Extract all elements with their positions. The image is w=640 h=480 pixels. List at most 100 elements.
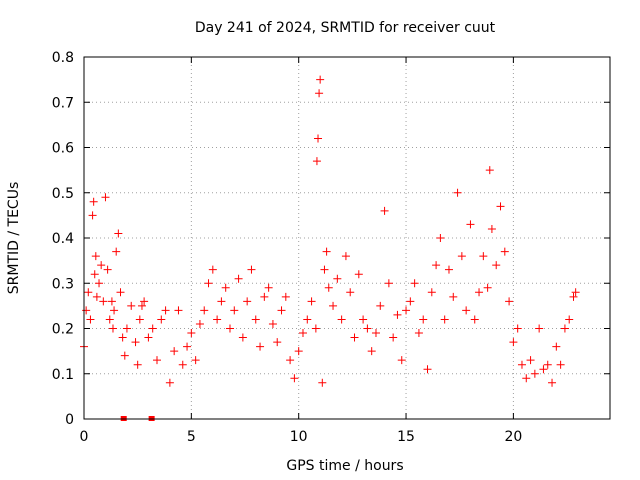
x-tick-label: 20	[504, 429, 522, 445]
data-point	[393, 310, 402, 319]
data-point	[329, 301, 338, 310]
y-tick-label: 0.4	[52, 231, 74, 247]
data-point	[337, 315, 346, 324]
data-point	[346, 288, 355, 297]
data-point	[84, 288, 93, 297]
data-point	[569, 292, 578, 301]
data-point	[371, 329, 380, 338]
data-point	[453, 188, 462, 197]
data-point	[539, 365, 548, 374]
data-point	[320, 265, 329, 274]
y-tick-label: 0.6	[52, 141, 74, 157]
y-tick-label: 0.1	[52, 367, 74, 383]
data-point	[187, 329, 196, 338]
data-point	[359, 315, 368, 324]
data-point	[440, 315, 449, 324]
data-point	[314, 134, 323, 143]
data-point	[444, 265, 453, 274]
data-point	[260, 292, 269, 301]
data-point	[485, 166, 494, 175]
data-point	[112, 247, 121, 256]
data-point	[230, 306, 239, 315]
data-point	[247, 265, 256, 274]
data-point	[107, 297, 116, 306]
data-point	[457, 252, 466, 261]
x-axis-title: GPS time / hours	[286, 458, 403, 474]
data-point	[556, 360, 565, 369]
data-point	[316, 75, 325, 84]
data-point	[92, 292, 101, 301]
data-point	[91, 252, 100, 261]
data-point	[367, 347, 376, 356]
data-point	[565, 315, 574, 324]
data-point	[148, 324, 157, 333]
data-point	[466, 220, 475, 229]
data-point	[543, 360, 552, 369]
data-point	[354, 270, 363, 279]
data-point	[324, 283, 333, 292]
data-point	[133, 360, 142, 369]
data-point	[294, 347, 303, 356]
data-point	[217, 297, 226, 306]
data-point	[341, 252, 350, 261]
data-point	[419, 315, 428, 324]
data-point	[178, 360, 187, 369]
data-point	[251, 315, 260, 324]
data-point	[410, 279, 419, 288]
data-point	[238, 333, 247, 342]
data-point	[303, 315, 312, 324]
data-point	[487, 224, 496, 233]
data-point	[496, 202, 505, 211]
data-point	[86, 315, 95, 324]
data-point	[479, 252, 488, 261]
y-tick-label: 0.7	[52, 95, 74, 111]
data-point	[200, 306, 209, 315]
data-point	[127, 301, 136, 310]
data-point	[571, 288, 580, 297]
data-point	[526, 356, 535, 365]
data-point	[513, 324, 522, 333]
data-point	[243, 297, 252, 306]
data-point	[101, 193, 110, 202]
axis-tick-labels: 0 0.1 0.2 0.3 0.4 0.5 0.6 0.7 0.8 0 5 10 15 20	[52, 50, 523, 445]
data-point	[333, 274, 342, 283]
data-point	[311, 324, 320, 333]
data-point	[268, 319, 277, 328]
data-point	[89, 197, 98, 206]
data-point	[286, 356, 295, 365]
data-point	[110, 306, 119, 315]
data-point	[114, 229, 123, 238]
data-point	[97, 261, 106, 270]
data-point	[298, 329, 307, 338]
data-point	[225, 324, 234, 333]
data-point	[95, 279, 104, 288]
data-point	[462, 306, 471, 315]
data-point	[204, 279, 213, 288]
y-tick-label: 0	[65, 412, 74, 428]
x-tick-label: 0	[80, 429, 89, 445]
data-point	[475, 288, 484, 297]
data-point	[432, 261, 441, 270]
data-point	[256, 342, 265, 351]
data-point	[120, 351, 129, 360]
data-point	[318, 378, 327, 387]
data-point	[414, 329, 423, 338]
data-point	[402, 306, 411, 315]
data-point	[140, 297, 149, 306]
data-point	[221, 283, 230, 292]
data-point	[509, 338, 518, 347]
y-tick-label: 0.3	[52, 276, 74, 292]
data-point	[152, 356, 161, 365]
y-tick-label: 0.2	[52, 322, 74, 338]
data-point	[213, 315, 222, 324]
data-point	[312, 157, 321, 166]
data-point	[135, 315, 144, 324]
data-point	[548, 378, 557, 387]
data-point	[389, 333, 398, 342]
data-point	[90, 270, 99, 279]
data-point	[552, 342, 561, 351]
x-tick-label: 5	[187, 429, 196, 445]
data-point	[137, 301, 146, 310]
